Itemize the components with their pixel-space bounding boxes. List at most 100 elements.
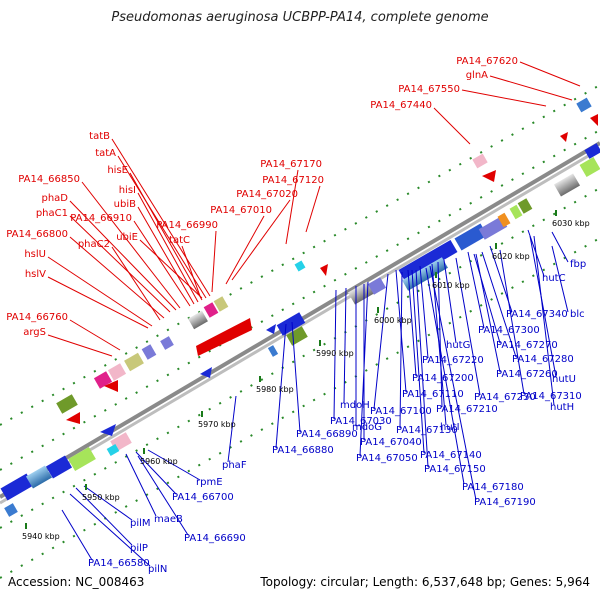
forward-gene-label: tatB (89, 131, 110, 142)
accession-text: Accession: NC_008463 (8, 575, 145, 589)
forward-leader-line (47, 256, 153, 327)
reverse-gene-label: PA14_66890 (296, 429, 358, 440)
reverse-gene-label: hutH (550, 402, 574, 413)
reverse-gene-label: hutI (440, 422, 460, 433)
reverse-leader-line (61, 509, 93, 561)
kbp-ticks: 5940 kbp 5950 kbp 5960 kbp 5970 kbp 5980 kbp… (22, 210, 590, 541)
reverse-leader-line (373, 273, 389, 410)
reverse-gene-label: PA14_66580 (88, 558, 150, 569)
forward-gene-label: tatC (169, 235, 190, 246)
map-title: Pseudomonas aeruginosa UCBPP-PA14, compl… (111, 10, 489, 25)
reverse-gene-label: PA14_67150 (424, 464, 486, 475)
forward-leader-line (129, 172, 203, 301)
forward-leader-line (139, 239, 203, 299)
forward-leader-line (519, 61, 581, 87)
forward-leader-line (69, 236, 165, 319)
reverse-leader-line (137, 455, 189, 536)
forward-gene-label: hslU (24, 249, 46, 260)
forward-gene-label: PA14_66910 (70, 213, 132, 224)
reverse-gene-label: PA14_67310 (520, 391, 582, 402)
reverse-gene-label: blc (570, 309, 585, 320)
reverse-gene-label: PA14_67260 (496, 369, 558, 380)
forward-gene-label: ubiE (116, 232, 138, 243)
forward-leader-line (69, 319, 121, 351)
forward-gene-label: PA14_66990 (156, 220, 218, 231)
kbp-tick-label: 6010 kbp (432, 281, 470, 290)
topology-text: Topology: circular; Length: 6,537,648 bp… (260, 575, 590, 589)
reverse-gene-label: maeB (154, 514, 183, 525)
reverse-leader-line (135, 451, 177, 495)
reverse-leader-line (359, 281, 369, 457)
reverse-gene-label: phaF (222, 460, 247, 471)
reverse-gene-label: pilM (130, 518, 151, 529)
reverse-leader-line (455, 257, 481, 396)
forward-gene-label: PA14_67010 (210, 205, 272, 216)
reverse-gene-label: PA14_67190 (474, 497, 536, 508)
forward-gene-label: PA14_66850 (18, 174, 80, 185)
reverse-gene-label: PA14_67270 (496, 340, 558, 351)
forward-leader-line (231, 199, 291, 281)
reverse-leader-line (429, 265, 477, 501)
label-leaders (47, 61, 581, 567)
forward-leader-line (305, 185, 321, 233)
reverse-gene-label: hutU (552, 374, 576, 385)
forward-gene-label: hisE (107, 165, 128, 176)
forward-gene-label: PA14_67120 (262, 175, 324, 186)
reverse-gene-label: pilP (130, 543, 148, 554)
forward-gene-track (56, 97, 598, 424)
reverse-gene-label: PA14_66690 (184, 533, 246, 544)
reverse-leader-line (415, 269, 429, 468)
reverse-leader-line (473, 253, 501, 344)
forward-gene-label: PA14_67440 (370, 100, 432, 111)
forward-gene-label: glnA (466, 70, 488, 81)
reverse-gene-label: PA14_67210 (436, 404, 498, 415)
reverse-leader-line (275, 323, 287, 449)
reverse-leader-line (83, 485, 133, 521)
forward-leader-line (181, 245, 201, 297)
reverse-gene-label: PA14_67110 (402, 389, 464, 400)
forward-gene-label: PA14_67020 (236, 189, 298, 200)
reverse-leader-line (425, 267, 465, 485)
reverse-leader-line (481, 251, 517, 358)
reverse-gene-label: PA14_67140 (420, 450, 482, 461)
forward-gene-label: phaD (41, 193, 68, 204)
reverse-gene-label: hutG (446, 340, 470, 351)
reverse-gene-label: pilN (148, 564, 167, 575)
reverse-gene-label: PA14_66700 (172, 492, 234, 503)
kbp-tick-label: 5990 kbp (316, 349, 354, 358)
forward-leader-line (111, 246, 161, 321)
reverse-leader-line (227, 395, 237, 463)
reverse-leader-line (291, 321, 301, 433)
forward-gene-label: PA14_67550 (398, 84, 460, 95)
reverse-leader-line (443, 259, 457, 344)
forward-leader-line (69, 215, 171, 313)
kbp-tick-label: 6020 kbp (492, 252, 530, 261)
forward-gene-label: hisI (119, 185, 136, 196)
kbp-tick-label: 5960 kbp (140, 457, 178, 466)
reverse-gene-label: PA14_67040 (360, 437, 422, 448)
reverse-gene-label: fbp (570, 259, 586, 270)
forward-gene-label: phaC1 (36, 208, 68, 219)
reverse-leader-line (499, 249, 525, 395)
reverse-gene-label: PA14_66880 (272, 445, 334, 456)
reverse-leader-line (533, 235, 555, 406)
forward-leader-line (81, 181, 181, 309)
forward-gene-label: PA14_67620 (456, 56, 518, 67)
forward-gene-label: PA14_67170 (260, 159, 322, 170)
reverse-gene-label: PA14_67230 (474, 392, 536, 403)
reverse-leader-line (69, 493, 151, 567)
kbp-tick-label: 5970 kbp (198, 420, 236, 429)
forward-leader-line (285, 169, 299, 245)
gene-labels: PA14_67620 glnA PA14_67550 PA14_67440 tatB ta… (6, 56, 586, 575)
reverse-leader-line (529, 235, 557, 378)
kbp-tick-label: 5940 kbp (22, 532, 60, 541)
reverse-gene-label: PA14_67100 (370, 406, 432, 417)
forward-leader-line (433, 107, 471, 145)
forward-leader-line (47, 276, 149, 329)
forward-leader-line (137, 192, 199, 303)
reverse-leader-line (419, 265, 429, 359)
reverse-leader-line (407, 269, 417, 377)
reverse-leader-line (343, 287, 347, 404)
reverse-gene-track (0, 143, 600, 517)
